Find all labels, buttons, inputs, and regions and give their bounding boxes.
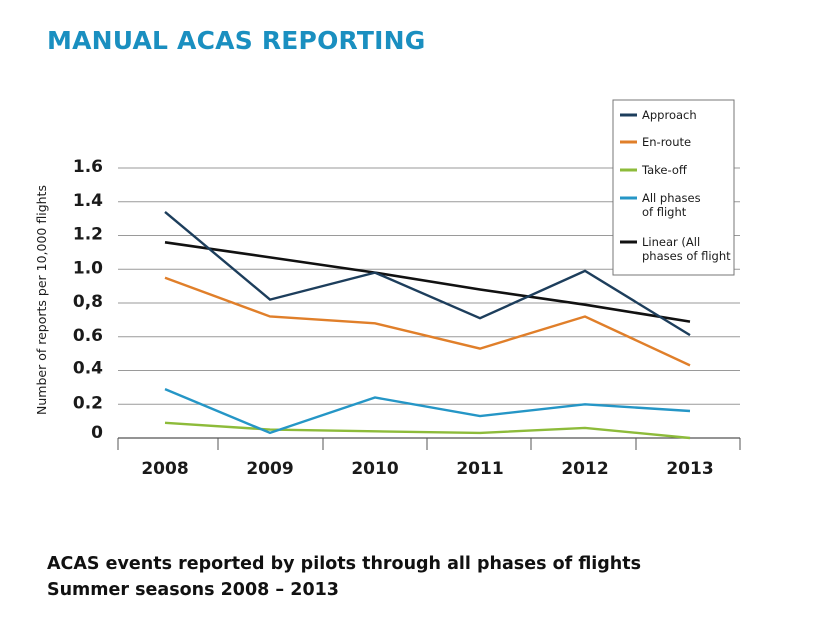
legend-label: En-route	[642, 135, 691, 149]
legend-item: Approach	[620, 108, 697, 122]
chart-caption: ACAS events reported by pilots through a…	[47, 551, 641, 603]
x-tick-label: 2008	[141, 459, 188, 479]
series-lines	[164, 210, 691, 440]
y-tick-label: 1.6	[73, 157, 103, 177]
legend-label: Linear (All phases of flight	[642, 235, 731, 263]
legend-label: Approach	[642, 108, 697, 122]
y-tick-label: 0.6	[73, 326, 103, 346]
legend-item: Take-off	[620, 163, 688, 177]
line-chart: 00.20.40.60,81.01.21.41.6 2008 2009 2010 20…	[34, 99, 741, 479]
series-line-approach	[164, 210, 691, 337]
legend-item: Linear (All phases of flight	[620, 235, 731, 263]
x-tick-label: 2012	[561, 459, 608, 479]
legend-item: En-route	[620, 135, 691, 149]
y-tick-label: 0.2	[73, 393, 103, 413]
legend-label: All phases of flight	[642, 191, 701, 219]
caption-line-1: ACAS events reported by pilots through a…	[47, 554, 642, 574]
caption-line-2: Summer seasons 2008 – 2013	[47, 580, 339, 600]
series-line-en-route	[164, 276, 691, 367]
y-tick-label: 0	[91, 423, 103, 443]
legend-label: Take-off	[641, 163, 688, 177]
legend-item: All phases of flight	[620, 191, 701, 219]
x-tick-label: 2013	[666, 459, 713, 479]
legend: Approach En-route Take-off All phases of fli…	[612, 99, 735, 276]
y-tick-labels: 0 0.2 0.4 0.6 0,8 1.0 1.2 1.4 1.6	[73, 157, 103, 443]
y-tick-label: 1.4	[73, 191, 103, 211]
y-tick-label: 1.0	[73, 258, 103, 278]
x-tick-label: 2010	[351, 459, 398, 479]
x-tick-label: 2009	[246, 459, 293, 479]
series-line-all-phases-of-flight	[164, 387, 691, 435]
y-axis-label: Number of reports per 10,000 flights	[34, 185, 49, 415]
y-tick-label: 0.4	[73, 359, 103, 379]
series-line-linear-all-phases-of-flight	[164, 241, 691, 323]
y-tick-label: 0,8	[73, 292, 103, 312]
series-line-take-off	[164, 421, 691, 440]
page-title: MANUAL ACAS REPORTING	[47, 26, 426, 55]
x-tick-labels: 2008 2009 2010 2011 2012 2013	[117, 438, 741, 479]
x-tick-label: 2011	[456, 459, 503, 479]
legend-box	[612, 99, 735, 276]
y-tick-label: 1.2	[73, 225, 103, 245]
